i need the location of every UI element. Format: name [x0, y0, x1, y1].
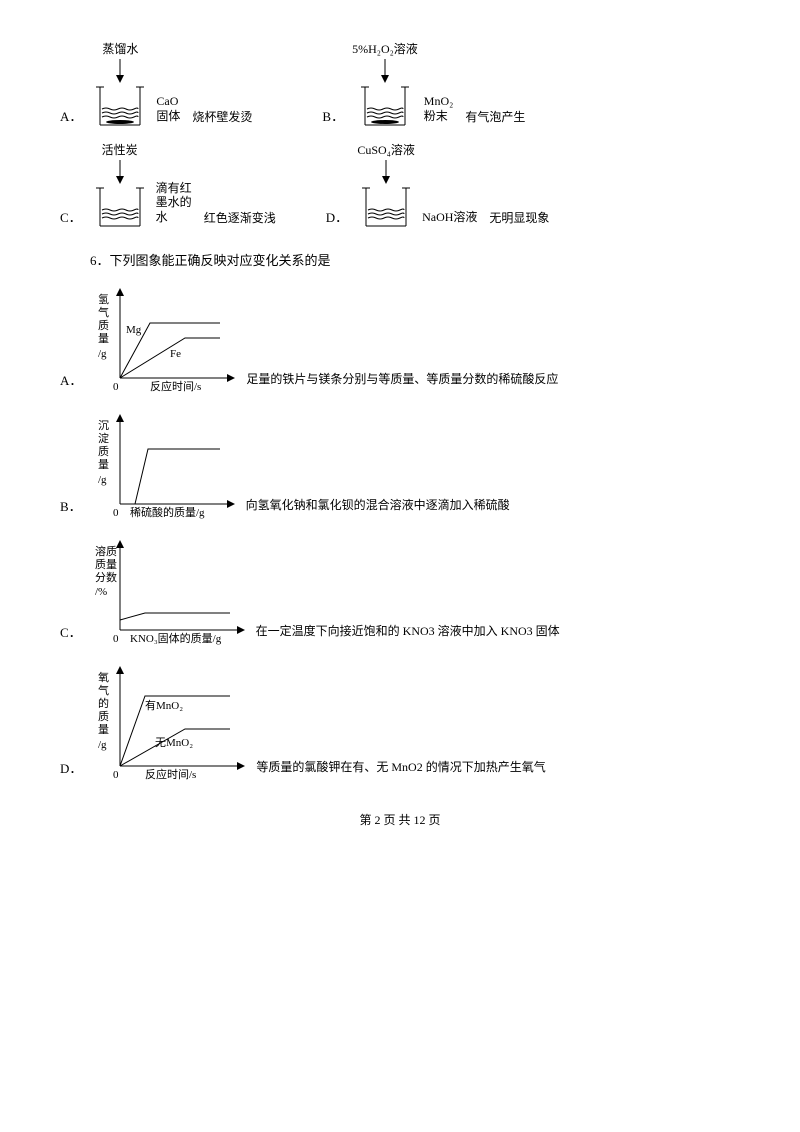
- svg-text:/g: /g: [98, 348, 107, 360]
- beaker-top-label: CuSO₄溶液: [357, 141, 415, 158]
- svg-text:0: 0: [113, 769, 119, 781]
- svg-text:无MnO₂: 无MnO₂: [155, 737, 193, 749]
- svg-text:质量: 质量: [95, 558, 117, 571]
- svg-text:Fe: Fe: [170, 348, 181, 360]
- beaker-top-label: 5%H₂O₂溶液: [352, 40, 418, 57]
- beaker-a: 蒸馏水: [90, 40, 150, 129]
- svg-text:KNO₃固体的质量/g: KNO₃固体的质量/g: [130, 631, 222, 645]
- observation: 无明显现象: [489, 209, 549, 226]
- beaker-side-label: CaO 固体: [156, 94, 180, 123]
- page-footer: 第 2 页 共 12 页: [60, 811, 740, 828]
- svg-text:/g: /g: [98, 739, 107, 751]
- side-line: 墨水的: [156, 195, 192, 209]
- svg-text:0: 0: [113, 507, 119, 519]
- side-line: 固体: [156, 109, 180, 123]
- option-letter: C．: [60, 207, 82, 226]
- chart-a: 氢 气 质 量 /g 0 反应时间/s Mg Fe: [90, 283, 240, 393]
- chart-desc: 足量的铁片与镁条分别与等质量、等质量分数的稀硫酸反应: [246, 370, 558, 387]
- observation: 烧杯壁发烫: [192, 108, 252, 125]
- svg-text:/%: /%: [95, 586, 107, 598]
- arrow-icon: [90, 160, 150, 230]
- svg-text:反应时间/s: 反应时间/s: [150, 379, 201, 393]
- arrow-icon: [90, 59, 150, 129]
- svg-text:有MnO₂: 有MnO₂: [145, 698, 183, 712]
- svg-text:氢: 氢: [98, 292, 109, 306]
- chart-desc: 向氢氧化钠和氯化钡的混合溶液中逐滴加入稀硫酸: [246, 496, 510, 513]
- svg-text:质: 质: [98, 710, 109, 723]
- svg-text:气: 气: [98, 305, 109, 319]
- svg-text:淀: 淀: [98, 431, 109, 445]
- beaker-b: 5%H₂O₂溶液: [352, 40, 418, 129]
- chart-desc: 在一定温度下向接近饱和的 KNO3 溶液中加入 KNO3 固体: [256, 622, 560, 639]
- chart-c: 溶质 质量 分数 /% 0 KNO₃固体的质量/g: [90, 535, 250, 645]
- svg-text:质: 质: [98, 445, 109, 458]
- observation: 有气泡产生: [465, 108, 525, 125]
- q5-option-d: D． CuSO₄溶液 NaOH溶液 无明显现象: [326, 141, 550, 230]
- svg-text:稀硫酸的质量/g: 稀硫酸的质量/g: [130, 505, 205, 519]
- q5-option-c: C． 活性炭 滴有红 墨水的 水 红色逐渐变浅: [60, 141, 276, 230]
- q5-row-ab: A． 蒸馏水 CaO 固体 烧杯壁发: [60, 40, 740, 129]
- beaker-c: 活性炭: [90, 141, 150, 230]
- q5-option-a: A． 蒸馏水 CaO 固体 烧杯壁发: [60, 40, 252, 129]
- svg-text:质: 质: [98, 319, 109, 332]
- arrow-icon: [355, 59, 415, 129]
- option-letter: A．: [60, 370, 82, 389]
- beaker-side-label: MnO₂ 粉末: [424, 94, 454, 123]
- svg-text:氧: 氧: [98, 670, 109, 684]
- side-line: NaOH溶液: [422, 210, 477, 224]
- q6-text: 6．下列图象能正确反映对应变化关系的是: [90, 250, 740, 269]
- svg-text:的: 的: [98, 696, 109, 710]
- svg-text:量: 量: [98, 458, 109, 471]
- chart-b: 沉 淀 质 量 /g 0 稀硫酸的质量/g: [90, 409, 240, 519]
- q6-option-a: A． 氢 气 质 量 /g 0 反应时间/s Mg Fe 足量的铁片与镁条分别与…: [60, 283, 740, 393]
- option-letter: B．: [60, 496, 82, 515]
- side-line: CaO: [156, 94, 180, 108]
- beaker-d: CuSO₄溶液: [356, 141, 416, 230]
- arrow-icon: [356, 160, 416, 230]
- q5-option-b: B． 5%H₂O₂溶液 MnO₂ 粉末 有气泡产生: [322, 40, 525, 129]
- option-letter: C．: [60, 622, 82, 641]
- svg-text:反应时间/s: 反应时间/s: [145, 767, 196, 781]
- beaker-side-label: NaOH溶液: [422, 210, 477, 224]
- svg-text:0: 0: [113, 381, 119, 393]
- side-line: 滴有红: [156, 181, 192, 195]
- svg-text:量: 量: [98, 332, 109, 345]
- chart-d: 氧 气 的 质 量 /g 0 反应时间/s 有MnO₂ 无MnO₂: [90, 661, 250, 781]
- q6-option-d: D． 氧 气 的 质 量 /g 0 反应时间/s 有MnO₂ 无MnO₂ 等质量…: [60, 661, 740, 781]
- q6-option-c: C． 溶质 质量 分数 /% 0 KNO₃固体的质量/g 在一定温度下向接近饱和…: [60, 535, 740, 645]
- q5-row-cd: C． 活性炭 滴有红 墨水的 水 红色逐渐变浅 D．: [60, 141, 740, 230]
- option-letter: A．: [60, 106, 82, 125]
- beaker-top-label: 活性炭: [102, 141, 138, 158]
- option-letter: D．: [326, 207, 348, 226]
- beaker-top-label: 蒸馏水: [102, 40, 138, 57]
- svg-text:溶质: 溶质: [95, 544, 117, 558]
- svg-text:/g: /g: [98, 474, 107, 486]
- svg-text:气: 气: [98, 683, 109, 697]
- side-line: 粉末: [424, 109, 454, 123]
- option-letter: B．: [322, 106, 344, 125]
- chart-desc: 等质量的氯酸钾在有、无 MnO2 的情况下加热产生氧气: [256, 758, 545, 775]
- side-line: 水: [156, 210, 192, 224]
- side-line: MnO₂: [424, 94, 454, 108]
- svg-text:量: 量: [98, 723, 109, 736]
- beaker-side-label: 滴有红 墨水的 水: [156, 181, 192, 224]
- svg-text:沉: 沉: [98, 419, 109, 432]
- svg-text:分数: 分数: [95, 571, 117, 584]
- svg-text:0: 0: [113, 633, 119, 645]
- q6-option-b: B． 沉 淀 质 量 /g 0 稀硫酸的质量/g 向氢氧化钠和氯化钡的混合溶液中…: [60, 409, 740, 519]
- option-letter: D．: [60, 758, 82, 777]
- observation: 红色逐渐变浅: [204, 209, 276, 226]
- svg-text:Mg: Mg: [126, 324, 142, 336]
